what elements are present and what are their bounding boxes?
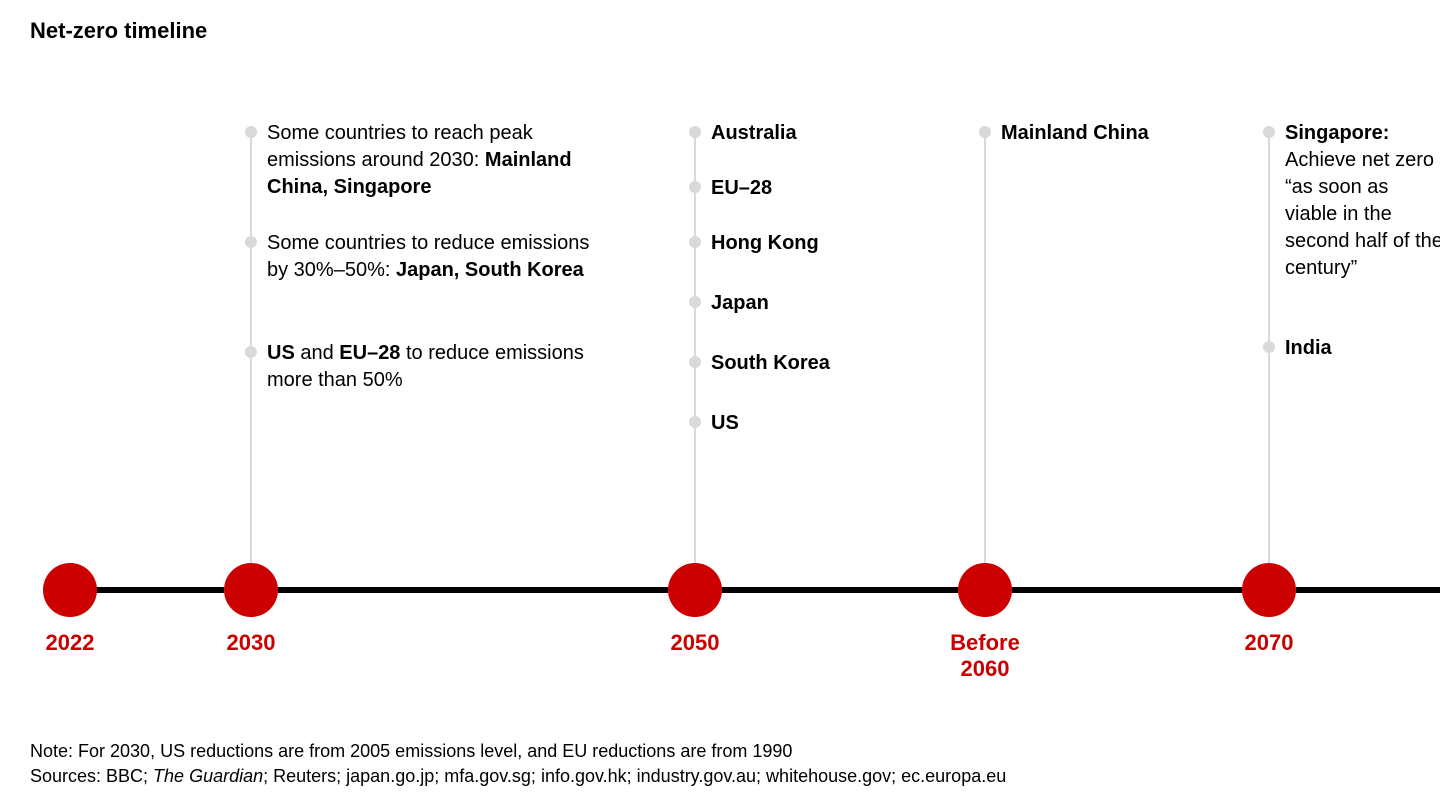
timeline-node (224, 563, 278, 617)
footer-note: Note: For 2030, US reductions are from 2… (30, 739, 1006, 763)
bullet-icon (1263, 341, 1275, 353)
timeline-stem (694, 132, 696, 563)
bullet-icon (979, 126, 991, 138)
axis-segment (722, 587, 958, 593)
bullet-icon (689, 126, 701, 138)
timeline-node (43, 563, 97, 617)
bullet-icon (689, 236, 701, 248)
axis-segment (1012, 587, 1242, 593)
chart-title: Net-zero timeline (30, 18, 207, 44)
timeline: 202220302050Before 20602070 (0, 560, 1440, 620)
axis-segment (96, 587, 224, 593)
bullet-icon (689, 296, 701, 308)
timeline-entry-text: India (1285, 335, 1440, 362)
timeline-node-label: 2022 (46, 630, 95, 656)
timeline-entry-text: Japan (711, 290, 931, 317)
timeline-entry-text: Australia (711, 120, 931, 147)
timeline-entry-text: South Korea (711, 350, 931, 377)
timeline-entry-text: US (711, 410, 931, 437)
footer: Note: For 2030, US reductions are from 2… (30, 739, 1006, 788)
timeline-entry-text: Hong Kong (711, 230, 931, 257)
bullet-icon (245, 346, 257, 358)
timeline-node-label: Before 2060 (950, 630, 1020, 682)
footer-sources: Sources: BBC; The Guardian; Reuters; jap… (30, 764, 1006, 788)
bullet-icon (689, 181, 701, 193)
timeline-node (958, 563, 1012, 617)
timeline-entry-text: US and EU–28 to reduce emissions more th… (267, 340, 607, 394)
timeline-entry-text: EU–28 (711, 175, 931, 202)
axis-segment (1296, 587, 1440, 593)
timeline-node (1242, 563, 1296, 617)
bullet-icon (245, 126, 257, 138)
axis-segment (278, 587, 668, 593)
timeline-entry-text: Singapore: Achieve net zero “as soon as … (1285, 120, 1440, 282)
timeline-entry-text: Mainland China (1001, 120, 1221, 147)
bullet-icon (1263, 126, 1275, 138)
timeline-entry-text: Some countries to reach peak emissions a… (267, 120, 607, 201)
bullet-icon (689, 416, 701, 428)
timeline-node-label: 2050 (671, 630, 720, 656)
timeline-node-label: 2070 (1245, 630, 1294, 656)
bullet-icon (245, 236, 257, 248)
bullet-icon (689, 356, 701, 368)
timeline-node (668, 563, 722, 617)
timeline-node-label: 2030 (227, 630, 276, 656)
timeline-entry-text: Some countries to reduce emissions by 30… (267, 230, 607, 284)
timeline-stem (984, 132, 986, 563)
